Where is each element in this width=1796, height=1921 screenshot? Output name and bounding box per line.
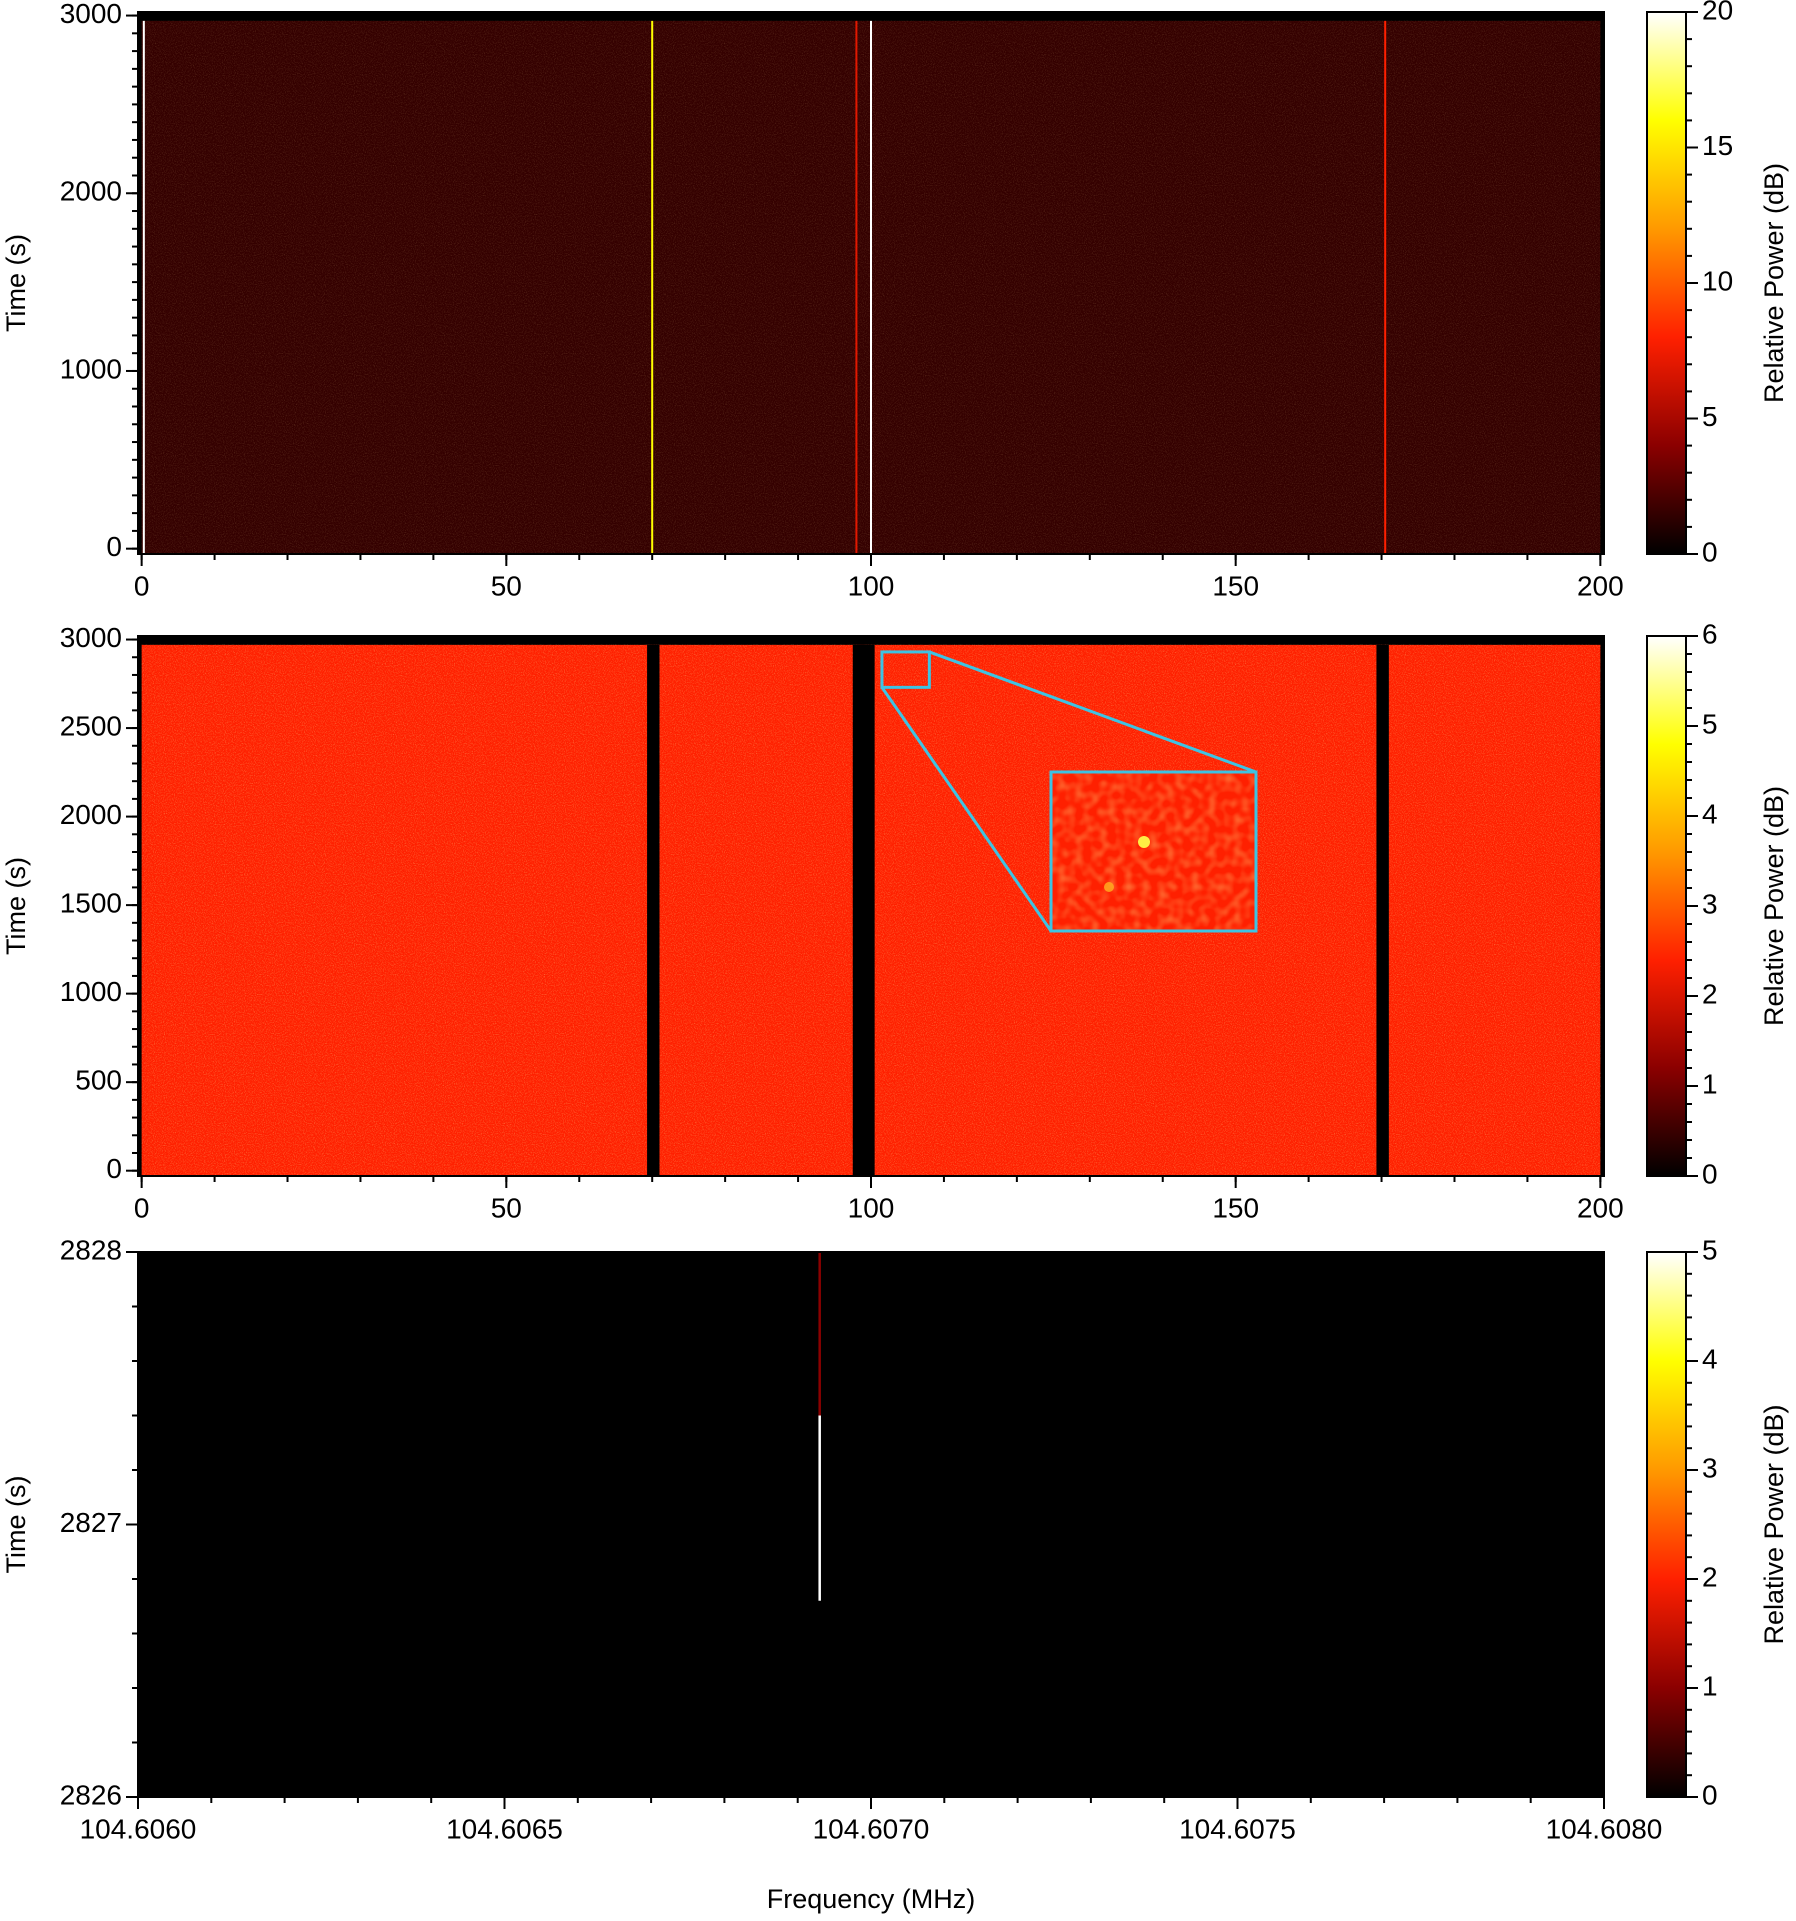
y-axis-label: Time (s) xyxy=(1,234,31,332)
colorbar-tick-label: 0 xyxy=(1702,1158,1718,1189)
y-tick-label: 2827 xyxy=(60,1507,122,1538)
x-tick-label: 104.6070 xyxy=(813,1813,930,1844)
colorbar-label: Relative Power (dB) xyxy=(1759,1404,1789,1644)
inset-peak xyxy=(1104,882,1114,892)
x-tick-label: 200 xyxy=(1577,570,1624,601)
colorbar-tick-label: 5 xyxy=(1702,1234,1718,1265)
colorbar-tick-label: 1 xyxy=(1702,1068,1718,1099)
colorbar-tick-label: 4 xyxy=(1702,798,1718,829)
colorbar-tick-label: 1 xyxy=(1702,1670,1718,1701)
x-tick-label: 150 xyxy=(1212,570,1259,601)
y-tick-label: 2500 xyxy=(60,710,122,741)
y-tick-label: 0 xyxy=(106,1153,122,1184)
colorbar-tick-label: 3 xyxy=(1702,1452,1718,1483)
y-tick-label: 1000 xyxy=(60,353,122,384)
colorbar xyxy=(1646,11,1687,555)
x-tick-label: 50 xyxy=(491,570,522,601)
x-tick-label: 150 xyxy=(1212,1192,1259,1223)
colorbar-tick-label: 4 xyxy=(1702,1343,1718,1374)
x-tick-label: 0 xyxy=(134,570,150,601)
colorbar-tick-label: 0 xyxy=(1702,1779,1718,1810)
x-tick-label: 200 xyxy=(1577,1192,1624,1223)
masked-band xyxy=(852,644,875,1176)
masked-band xyxy=(647,644,660,1176)
x-tick-label: 104.6060 xyxy=(80,1813,197,1844)
zoom-source xyxy=(880,650,931,689)
y-axis-label: Time (s) xyxy=(1,857,31,955)
y-axis-label: Time (s) xyxy=(1,1476,31,1574)
y-tick-label: 2828 xyxy=(60,1234,122,1265)
heatmap-background xyxy=(138,1252,1604,1797)
colorbar-label: Relative Power (dB) xyxy=(1759,163,1789,403)
y-tick-label: 2826 xyxy=(60,1779,122,1810)
x-tick-label: 50 xyxy=(491,1192,522,1223)
y-tick-label: 1000 xyxy=(60,976,122,1007)
colorbar-tick-label: 10 xyxy=(1702,265,1733,296)
inset-frame xyxy=(1049,770,1258,933)
colorbar-tick-label: 0 xyxy=(1702,536,1718,567)
colorbar-tick-label: 5 xyxy=(1702,708,1718,739)
colorbar-tick-label: 3 xyxy=(1702,888,1718,919)
y-tick-label: 2000 xyxy=(60,799,122,830)
y-tick-label: 3000 xyxy=(60,622,122,653)
x-tick-label: 0 xyxy=(134,1192,150,1223)
colorbar-tick-label: 5 xyxy=(1702,401,1718,432)
zoom-connector xyxy=(928,650,1257,774)
y-tick-label: 2000 xyxy=(60,176,122,207)
x-axis-label: Frequency (MHz) xyxy=(767,1884,976,1914)
y-tick-label: 1500 xyxy=(60,888,122,919)
x-tick-label: 104.6080 xyxy=(1546,1813,1663,1844)
zoom-connector xyxy=(880,686,1053,932)
colorbar xyxy=(1646,635,1687,1177)
colorbar-tick-label: 2 xyxy=(1702,1561,1718,1592)
colorbar xyxy=(1646,1251,1687,1798)
colorbar-tick-label: 20 xyxy=(1702,0,1733,25)
y-tick-label: 0 xyxy=(106,531,122,562)
colorbar-tick-label: 2 xyxy=(1702,978,1718,1009)
inset-peak xyxy=(1138,836,1150,848)
colorbar-tick-label: 6 xyxy=(1702,618,1718,649)
y-tick-label: 500 xyxy=(75,1065,122,1096)
colorbar-label: Relative Power (dB) xyxy=(1759,786,1789,1026)
y-tick-label: 3000 xyxy=(60,0,122,29)
inset-noise xyxy=(1051,772,1256,931)
x-tick-label: 100 xyxy=(848,1192,895,1223)
x-tick-label: 104.6065 xyxy=(446,1813,563,1844)
masked-band xyxy=(1376,644,1389,1176)
colorbar-tick-label: 15 xyxy=(1702,130,1733,161)
x-tick-label: 100 xyxy=(848,570,895,601)
x-tick-label: 104.6075 xyxy=(1179,1813,1296,1844)
